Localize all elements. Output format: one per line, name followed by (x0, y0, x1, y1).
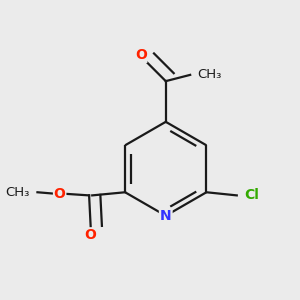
Text: Cl: Cl (244, 188, 259, 203)
Text: O: O (135, 48, 147, 62)
Text: CH₃: CH₃ (5, 186, 30, 199)
Text: O: O (54, 187, 66, 201)
Text: O: O (85, 228, 97, 242)
Text: N: N (160, 209, 172, 223)
Text: CH₃: CH₃ (198, 68, 222, 81)
